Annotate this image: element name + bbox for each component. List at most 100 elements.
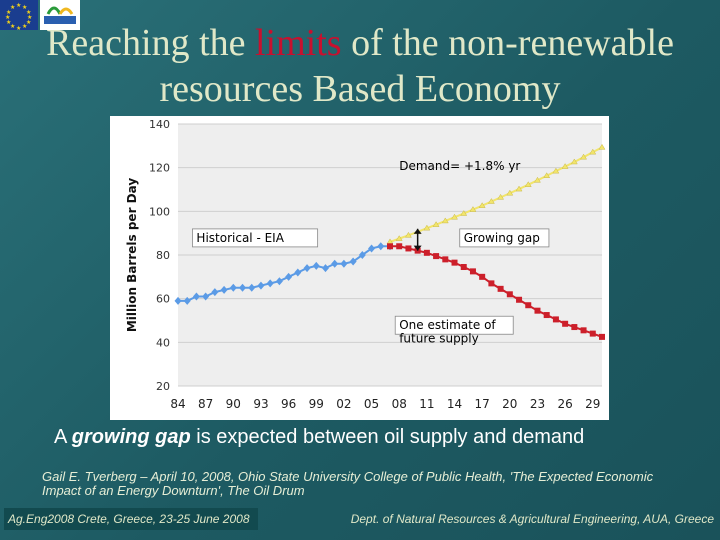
data-point xyxy=(497,285,504,292)
data-point xyxy=(599,333,605,340)
x-tick-label: 96 xyxy=(281,397,296,411)
x-tick-label: 87 xyxy=(198,397,213,411)
slide-title: Reaching the limits of the non-renewable… xyxy=(46,22,674,110)
data-point xyxy=(331,259,339,268)
chart-caption: A growing gap is expected between oil su… xyxy=(54,426,585,448)
x-tick-label: 11 xyxy=(419,397,434,411)
data-point xyxy=(442,256,449,263)
y-axis-label: Million Barrels per Day xyxy=(125,178,139,333)
data-point xyxy=(506,189,514,196)
y-tick-label: 120 xyxy=(149,162,170,175)
data-point xyxy=(478,202,486,208)
data-point xyxy=(321,264,329,273)
data-point xyxy=(423,249,430,256)
data-point xyxy=(192,292,200,301)
data-point xyxy=(515,185,523,192)
data-point xyxy=(525,302,532,309)
data-point xyxy=(312,261,320,270)
y-tick-label: 20 xyxy=(156,380,170,393)
x-tick-label: 17 xyxy=(475,397,490,411)
footer-department: Dept. of Natural Resources & Agricultura… xyxy=(350,512,714,526)
x-tick-label: 26 xyxy=(557,397,572,411)
data-point xyxy=(433,253,440,260)
data-point xyxy=(220,285,228,294)
y-tick-label: 40 xyxy=(156,336,170,349)
data-point xyxy=(488,280,495,287)
data-point xyxy=(570,158,578,165)
data-point xyxy=(487,198,495,204)
oil-chart: 20 40 60 80 100 120 140 84 87 90 93 96 99 02 05 08 11 14 1… xyxy=(110,116,609,420)
data-point xyxy=(285,272,293,281)
footer-conference: Ag.Eng2008 Crete, Greece, 23-25 June 200… xyxy=(4,508,258,530)
data-point xyxy=(423,224,431,231)
y-tick-label: 100 xyxy=(149,205,170,218)
data-point xyxy=(580,327,587,334)
annotation-box xyxy=(459,228,550,248)
data-point xyxy=(404,231,412,238)
data-point xyxy=(460,210,468,216)
data-point xyxy=(202,292,210,301)
data-point xyxy=(552,167,560,174)
annotation-box xyxy=(192,228,319,248)
data-point xyxy=(543,172,551,178)
data-point xyxy=(303,264,311,273)
data-point xyxy=(451,259,458,266)
data-point xyxy=(183,296,191,305)
data-point xyxy=(580,153,588,160)
data-point xyxy=(534,307,541,314)
x-tick-label: 23 xyxy=(530,397,545,411)
title-highlight: limits xyxy=(255,22,342,64)
data-point xyxy=(562,320,569,327)
data-point xyxy=(266,279,274,288)
annotation-label: Historical - EIA xyxy=(196,231,284,245)
data-point xyxy=(395,235,403,241)
y-tick-label: 140 xyxy=(149,118,170,131)
data-point xyxy=(368,244,376,253)
data-point xyxy=(211,288,219,297)
citation: Gail E. Tverberg – April 10, 2008, Ohio … xyxy=(42,469,654,498)
data-point xyxy=(432,221,440,227)
data-point xyxy=(229,283,237,292)
data-point xyxy=(349,257,357,266)
data-point xyxy=(405,245,412,252)
data-point xyxy=(571,324,578,331)
annotation-label: Demand= +1.8% yr xyxy=(399,159,520,173)
x-tick-label: 02 xyxy=(336,397,351,411)
x-tick-label: 99 xyxy=(309,397,324,411)
data-point xyxy=(524,181,532,187)
x-tick-label: 84 xyxy=(170,397,185,411)
x-tick-label: 14 xyxy=(447,397,462,411)
data-point xyxy=(479,273,486,280)
data-point xyxy=(257,281,265,290)
data-point xyxy=(358,251,366,259)
gap-arrow-head-bottom xyxy=(413,245,422,251)
data-point xyxy=(543,312,550,319)
y-tick-label: 60 xyxy=(156,293,170,306)
data-point xyxy=(589,148,597,155)
x-tick-label: 08 xyxy=(392,397,407,411)
program-logo xyxy=(40,0,80,30)
data-point xyxy=(239,283,247,292)
data-point xyxy=(460,264,467,271)
data-point xyxy=(387,243,393,250)
x-tick-label: 20 xyxy=(502,397,517,411)
x-tick-label: 05 xyxy=(364,397,379,411)
annotation-label: Growing gap xyxy=(464,231,540,245)
data-point xyxy=(497,193,505,200)
eu-flag-logo: ★ ★ ★ ★ ★ ★ ★ ★ ★ ★ ★ ★ xyxy=(0,0,38,32)
chart-svg: 20 40 60 80 100 120 140 84 87 90 93 96 99 02 05 08 11 14 1… xyxy=(125,118,606,411)
data-point xyxy=(275,277,283,286)
caption-emphasis: growing gap xyxy=(71,426,191,448)
annotation-label: future supply xyxy=(399,331,479,345)
data-point xyxy=(589,330,596,337)
data-point xyxy=(516,296,523,303)
data-point xyxy=(377,242,385,251)
x-tick-label: 29 xyxy=(585,397,600,411)
data-point xyxy=(174,296,182,305)
data-point xyxy=(340,259,348,268)
data-point xyxy=(396,243,403,250)
data-point xyxy=(469,268,476,275)
data-point xyxy=(248,283,256,292)
data-point xyxy=(598,143,606,150)
gap-arrow-head-top xyxy=(413,228,422,234)
